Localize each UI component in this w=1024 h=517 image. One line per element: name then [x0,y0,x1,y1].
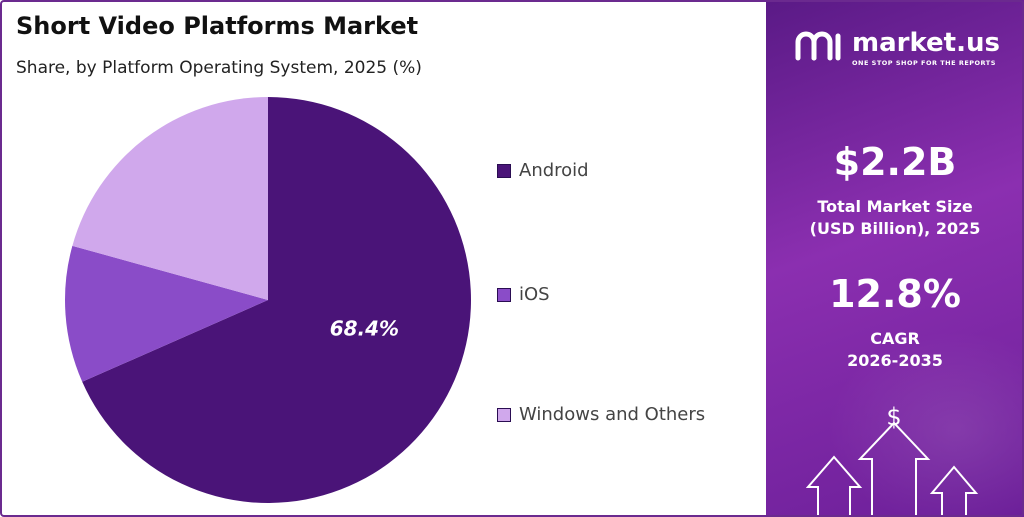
brand-name: market.us [852,28,1000,58]
legend-label-android: Android [519,160,589,181]
pie-slice-windows-and-others[interactable] [72,97,268,300]
summary-panel: market.us ONE STOP SHOP FOR THE REPORTS … [766,0,1024,517]
pie-slice-android[interactable] [82,97,471,504]
market-size-label-line1: Total Market Size [817,197,973,216]
legend-item-ios: iOS [497,284,550,305]
legend-swatch-ios [497,287,511,302]
cagr-value: 12.8% [829,272,961,316]
pie-slice-ios[interactable] [64,245,268,382]
up-arrows-icon: $ [806,403,979,517]
cagr-label-line1: CAGR [870,329,920,348]
market-size-value: $2.2B [833,140,957,184]
legend-item-android: Android [497,160,589,181]
brand-logo[interactable]: market.us ONE STOP SHOP FOR THE REPORTS [794,28,1014,68]
pie-chart: 68.4% [64,97,471,504]
brand-tagline: ONE STOP SHOP FOR THE REPORTS [852,59,996,67]
legend-label-windows-and-others: Windows and Others [519,404,706,425]
cagr-label-line2: 2026-2035 [847,351,943,370]
dollar-icon: $ [886,403,901,431]
legend-swatch-android [497,163,511,178]
market-size-label-line2: (USD Billion), 2025 [809,219,981,238]
legend-item-windows-and-others: Windows and Others [497,404,705,425]
market-us-logo-icon [795,31,841,61]
chart-panel: Short Video Platforms Market Share, by P… [16,0,757,517]
legend-swatch-windows-and-others [497,407,511,422]
pie-data-label-android: 68.4% [330,317,399,341]
chart-subtitle: Share, by Platform Operating System, 202… [16,58,422,78]
chart-title: Short Video Platforms Market [16,12,419,40]
chart-legend: Android iOS Windows and Others [497,0,757,517]
legend-label-ios: iOS [519,284,550,305]
